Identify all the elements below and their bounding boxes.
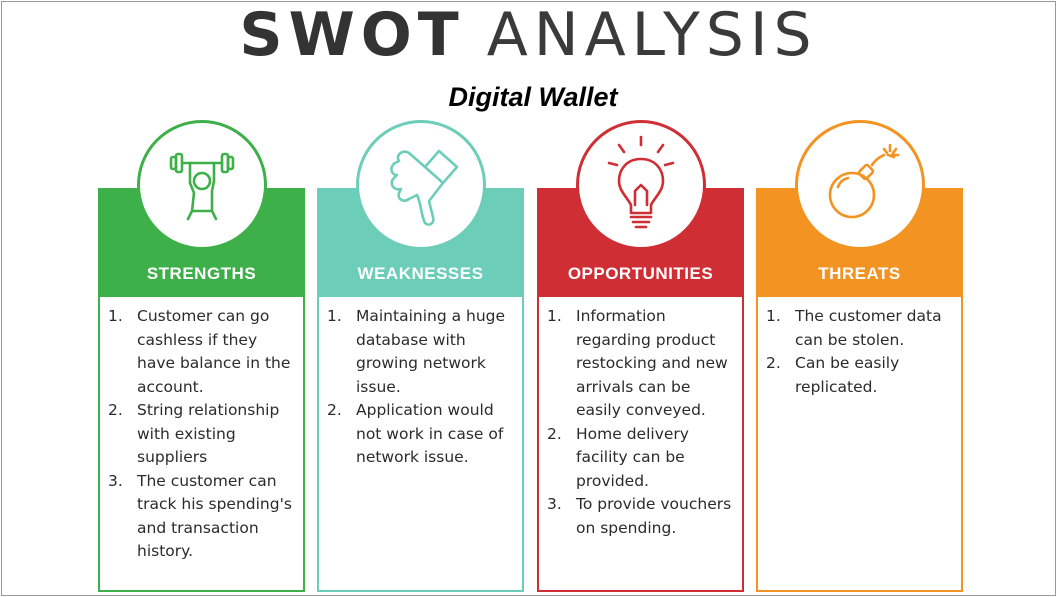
list-item: 1. Customer can go cashless if they have …: [108, 307, 291, 396]
item-text: The customer can track his spending's an…: [137, 471, 292, 561]
item-text: Customer can go cashless if they have ba…: [137, 307, 291, 396]
list-item: 1. Information regarding product restocki…: [547, 307, 728, 419]
subtitle: Digital Wallet: [448, 82, 618, 112]
item-text: Can be easily replicated.: [795, 354, 900, 396]
strengths-label: STRENGTHS: [146, 264, 257, 283]
list-item: 2. Application would not work in case of …: [327, 401, 504, 466]
thumbs-down-icon: [390, 149, 459, 226]
threats-body: 1. The customer data can be stolen. 2. Can…: [756, 297, 963, 592]
strengths-circle: [137, 120, 267, 250]
list-item: 3. To provide vouchers on spending.: [547, 495, 732, 537]
lightbulb-icon: [607, 135, 675, 229]
strengths-body: 1. Customer can go cashless if they have …: [98, 297, 305, 592]
page-title: SWOT ANALYSIS: [0, 2, 1057, 68]
threats-label: THREATS: [818, 264, 901, 283]
threats-card: THREATS 1. The customer data can be stole…: [756, 118, 963, 592]
weaknesses-body: 1. Maintaining a huge database with growi…: [317, 297, 524, 592]
title-light: ANALYSIS: [486, 0, 818, 70]
list-item: 1. The customer data can be stolen.: [766, 307, 942, 349]
weaknesses-circle: [356, 120, 486, 250]
title-bold: SWOT: [239, 0, 465, 70]
item-text: To provide vouchers on spending.: [576, 495, 732, 537]
opportunities-circle: [576, 120, 706, 250]
opportunities-body: 1. Information regarding product restocki…: [537, 297, 744, 592]
opportunities-card: OPPORTUNITIES 1. Information regarding pr…: [537, 118, 744, 592]
item-text: Maintaining a huge database with growing…: [356, 307, 506, 396]
list-item: 1. Maintaining a huge database with growi…: [327, 307, 506, 396]
list-item: 2. String relationship with existing supp…: [108, 401, 280, 466]
opportunities-label: OPPORTUNITIES: [567, 264, 714, 283]
threats-circle: [795, 120, 925, 250]
item-text: String relationship with existing suppli…: [137, 401, 280, 466]
weaknesses-card: WEAKNESSES 1. Maintaining a huge database…: [317, 118, 524, 592]
strengths-card: STRENGTHS 1. Customer can go cashless if …: [98, 118, 305, 592]
item-text: Application would not work in case of ne…: [356, 401, 504, 466]
item-text: Home delivery facility can be provided.: [576, 424, 689, 490]
item-text: Information regarding product restocking…: [576, 307, 728, 419]
weaknesses-label: WEAKNESSES: [357, 264, 484, 283]
item-text: The customer data can be stolen.: [795, 307, 942, 349]
weightlifter-icon: [169, 152, 235, 221]
list-item: 2. Can be easily replicated.: [766, 354, 900, 396]
list-item: 3. The customer can track his spending's …: [108, 471, 292, 561]
bomb-icon: [828, 143, 900, 219]
list-item: 2. Home delivery facility can be provided…: [547, 424, 689, 490]
